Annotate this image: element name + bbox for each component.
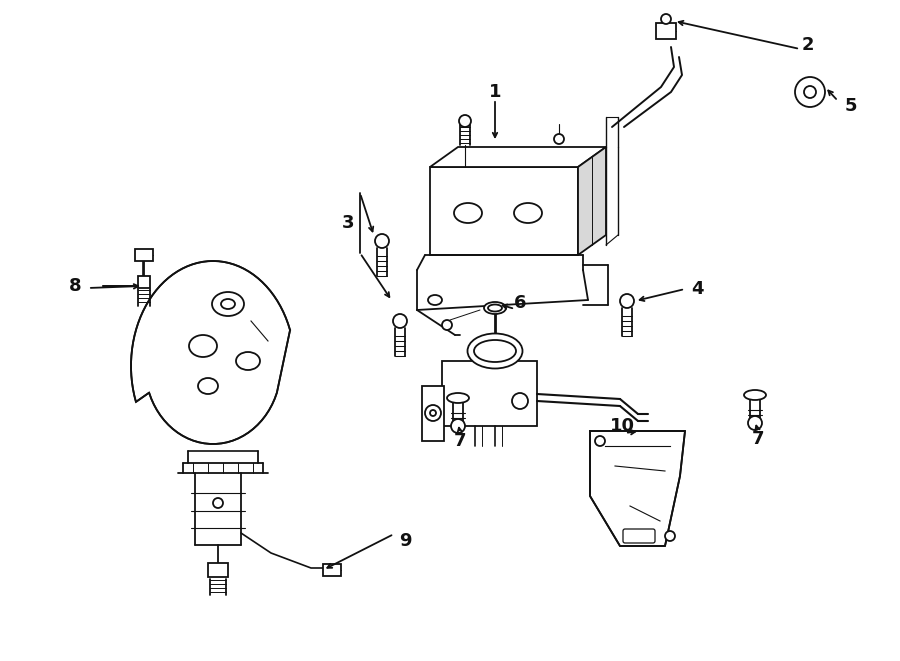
Text: 7: 7	[454, 432, 466, 450]
Circle shape	[748, 416, 762, 430]
Circle shape	[375, 234, 389, 248]
FancyBboxPatch shape	[208, 563, 228, 577]
Circle shape	[804, 86, 816, 98]
Text: 5: 5	[845, 97, 857, 115]
Text: 2: 2	[802, 36, 814, 54]
Circle shape	[451, 419, 465, 433]
Circle shape	[620, 294, 634, 308]
Ellipse shape	[514, 203, 542, 223]
Polygon shape	[578, 147, 606, 255]
Circle shape	[661, 14, 671, 24]
FancyBboxPatch shape	[656, 23, 676, 39]
Text: 8: 8	[68, 277, 81, 295]
Circle shape	[795, 77, 825, 107]
FancyBboxPatch shape	[135, 249, 153, 261]
Text: 4: 4	[691, 280, 703, 298]
Circle shape	[425, 405, 441, 421]
Ellipse shape	[221, 299, 235, 309]
Ellipse shape	[198, 378, 218, 394]
Ellipse shape	[488, 305, 502, 311]
FancyBboxPatch shape	[430, 167, 578, 255]
FancyBboxPatch shape	[323, 564, 341, 576]
Polygon shape	[131, 261, 290, 444]
Text: 10: 10	[609, 417, 634, 435]
Ellipse shape	[236, 352, 260, 370]
Polygon shape	[590, 431, 685, 546]
Text: 3: 3	[342, 214, 355, 232]
Ellipse shape	[484, 302, 506, 314]
Ellipse shape	[428, 295, 442, 305]
Ellipse shape	[454, 203, 482, 223]
Circle shape	[554, 134, 564, 144]
Circle shape	[665, 531, 675, 541]
Ellipse shape	[467, 334, 523, 368]
Ellipse shape	[212, 292, 244, 316]
Ellipse shape	[189, 335, 217, 357]
Text: 1: 1	[489, 83, 501, 101]
FancyBboxPatch shape	[623, 529, 655, 543]
FancyBboxPatch shape	[422, 386, 444, 441]
Text: 6: 6	[514, 294, 526, 312]
Text: 9: 9	[399, 532, 411, 550]
Circle shape	[512, 393, 528, 409]
Ellipse shape	[474, 340, 516, 362]
FancyBboxPatch shape	[138, 276, 150, 288]
Circle shape	[459, 115, 471, 127]
Polygon shape	[430, 147, 606, 167]
Ellipse shape	[744, 390, 766, 400]
Ellipse shape	[447, 393, 469, 403]
FancyBboxPatch shape	[442, 361, 537, 426]
Circle shape	[430, 410, 436, 416]
Circle shape	[213, 498, 223, 508]
Circle shape	[595, 436, 605, 446]
Circle shape	[393, 314, 407, 328]
Circle shape	[442, 320, 452, 330]
Text: 7: 7	[752, 430, 764, 448]
